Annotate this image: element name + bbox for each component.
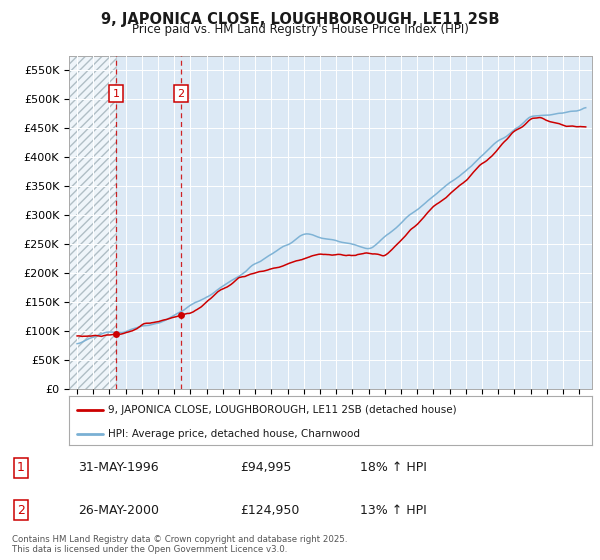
- Text: 2: 2: [17, 504, 25, 517]
- Text: 9, JAPONICA CLOSE, LOUGHBOROUGH, LE11 2SB: 9, JAPONICA CLOSE, LOUGHBOROUGH, LE11 2S…: [101, 12, 499, 26]
- Text: HPI: Average price, detached house, Charnwood: HPI: Average price, detached house, Char…: [108, 430, 360, 440]
- Text: 18% ↑ HPI: 18% ↑ HPI: [360, 461, 427, 474]
- Text: 9, JAPONICA CLOSE, LOUGHBOROUGH, LE11 2SB (detached house): 9, JAPONICA CLOSE, LOUGHBOROUGH, LE11 2S…: [108, 405, 457, 415]
- Text: 2: 2: [177, 88, 184, 99]
- Text: 1: 1: [113, 88, 119, 99]
- Text: 13% ↑ HPI: 13% ↑ HPI: [360, 504, 427, 517]
- Text: £94,995: £94,995: [240, 461, 292, 474]
- Text: 26-MAY-2000: 26-MAY-2000: [78, 504, 159, 517]
- Text: 1: 1: [17, 461, 25, 474]
- Text: Price paid vs. HM Land Registry's House Price Index (HPI): Price paid vs. HM Land Registry's House …: [131, 22, 469, 36]
- Bar: [69, 56, 116, 389]
- Text: 31-MAY-1996: 31-MAY-1996: [78, 461, 158, 474]
- Text: £124,950: £124,950: [240, 504, 299, 517]
- Text: Contains HM Land Registry data © Crown copyright and database right 2025.
This d: Contains HM Land Registry data © Crown c…: [12, 535, 347, 554]
- Bar: [69, 56, 116, 389]
